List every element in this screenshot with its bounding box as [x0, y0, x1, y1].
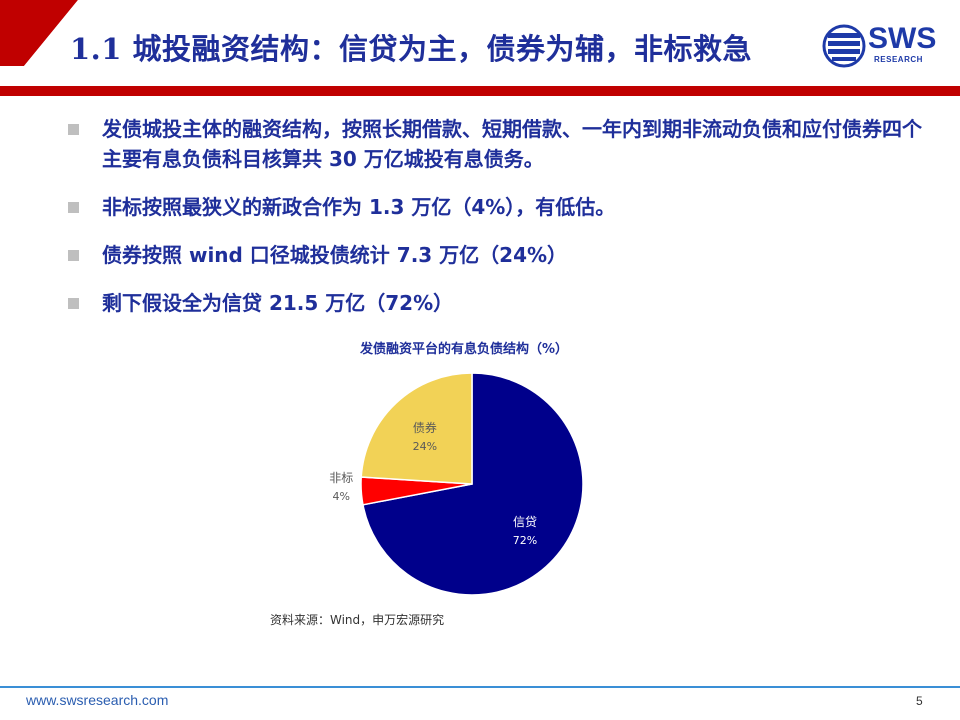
- pie-value-label-0: 72%: [513, 534, 537, 547]
- footer-divider: [0, 686, 960, 688]
- bullet-item: 剩下假设全为信贷 21.5 万亿（72%）: [60, 288, 930, 318]
- slide-title: 1.1 城投融资结构：信贷为主，债券为辅，非标救急: [70, 32, 753, 66]
- bullet-item: 债券按照 wind 口径城投债统计 7.3 万亿（24%）: [60, 240, 930, 270]
- bullet-item: 非标按照最狭义的新政合作为 1.3 万亿（4%），有低估。: [60, 192, 930, 222]
- pie-slice-2: [360, 372, 473, 485]
- header-decoration: [0, 0, 960, 96]
- pie-label-0: 信贷: [513, 515, 537, 529]
- pie-value-label-2: 24%: [413, 440, 437, 453]
- logo-subtext: RESEARCH: [874, 55, 923, 64]
- pie-label-2: 债券: [413, 420, 437, 435]
- bullet-text: 债券按照 wind 口径城投债统计 7.3 万亿（24%）: [102, 243, 568, 267]
- bullet-marker: [68, 202, 79, 213]
- pie-chart: 信贷 72% 非标 4% 债券 24%: [329, 372, 584, 596]
- sws-logo: SWS RESEARCH: [822, 22, 942, 70]
- bullet-text: 发债城投主体的融资结构，按照长期借款、短期借款、一年内到期非流动负债和应付债券四…: [102, 117, 922, 171]
- source-note: 资料来源：Wind，申万宏源研究: [270, 613, 445, 627]
- bullet-marker: [68, 298, 79, 309]
- footer-website-link[interactable]: www.swsresearch.com: [26, 692, 169, 708]
- chart-title: 发债融资平台的有息负债结构（%）: [360, 342, 569, 357]
- bullet-marker: [68, 250, 79, 261]
- logo-text: SWS: [868, 22, 937, 55]
- bullet-marker: [68, 124, 79, 135]
- bullet-text: 剩下假设全为信贷 21.5 万亿（72%）: [102, 291, 454, 315]
- pie-label-1: 非标: [329, 471, 353, 485]
- pie-slice-0: [362, 372, 584, 596]
- sws-logo-icon: [822, 24, 866, 68]
- bullet-item: 发债城投主体的融资结构，按照长期借款、短期借款、一年内到期非流动负债和应付债券四…: [60, 114, 930, 174]
- slide-header: 1.1 城投融资结构：信贷为主，债券为辅，非标救急 SWS RESEARCH: [0, 0, 960, 96]
- pie-value-label-1: 4%: [333, 490, 350, 503]
- page-number: 5: [916, 694, 923, 708]
- bullet-text: 非标按照最狭义的新政合作为 1.3 万亿（4%），有低估。: [102, 195, 616, 219]
- bullet-list: 发债城投主体的融资结构，按照长期借款、短期借款、一年内到期非流动负债和应付债券四…: [60, 114, 930, 336]
